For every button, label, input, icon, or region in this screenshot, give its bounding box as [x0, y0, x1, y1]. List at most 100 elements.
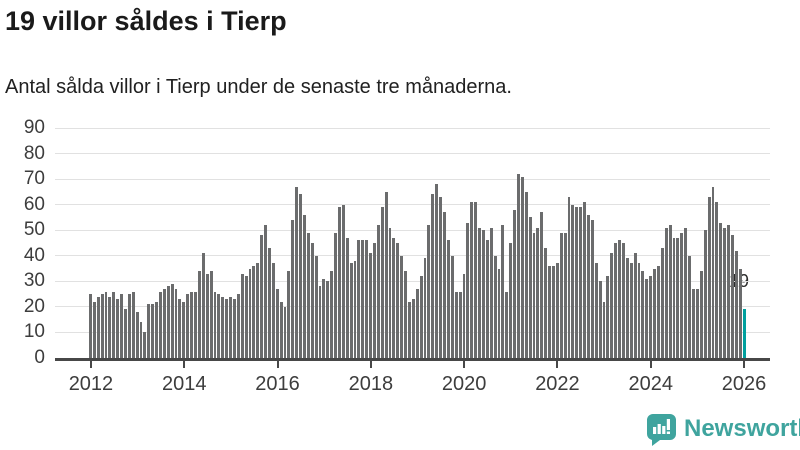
bar — [730, 235, 734, 358]
gridline-40 — [55, 255, 770, 257]
x-axis-tick — [556, 361, 559, 368]
bar — [516, 174, 520, 358]
bar — [108, 296, 112, 358]
bar — [295, 186, 299, 358]
bar — [240, 273, 244, 358]
bar — [435, 184, 439, 358]
page-title: 19 villor såldes i Tierp — [5, 6, 287, 36]
bar — [458, 291, 462, 358]
bar — [392, 237, 396, 358]
gridline-50 — [55, 229, 770, 231]
bar — [217, 294, 221, 358]
bar — [373, 243, 376, 358]
y-axis-label: 60 — [23, 193, 45, 215]
bar — [155, 301, 159, 358]
bar — [361, 240, 365, 358]
x-axis-label: 2014 — [161, 373, 207, 395]
bar — [369, 253, 373, 358]
bar — [493, 255, 497, 358]
y-axis-label: 50 — [23, 219, 45, 241]
bar — [645, 278, 649, 358]
bar — [357, 240, 361, 358]
gridline-30 — [55, 280, 770, 282]
bar — [676, 237, 680, 358]
bar — [528, 217, 532, 358]
bar — [602, 301, 606, 358]
y-axis-label: 0 — [34, 347, 45, 368]
bar — [715, 202, 719, 358]
bar — [489, 227, 493, 358]
gridline-60 — [55, 204, 770, 206]
x-axis-label: 2022 — [535, 373, 580, 395]
bar — [727, 225, 730, 358]
bar — [330, 271, 334, 358]
bar — [680, 232, 684, 358]
gridline-70 — [55, 178, 770, 180]
bar — [633, 253, 637, 358]
bar — [544, 248, 548, 358]
bar — [532, 232, 536, 358]
bar — [637, 263, 641, 358]
bar — [703, 230, 707, 358]
bar — [649, 276, 653, 358]
bar — [400, 255, 404, 358]
bar — [326, 281, 330, 358]
bar — [127, 294, 131, 358]
bar — [194, 291, 197, 358]
x-axis-tick — [463, 361, 466, 368]
bar — [738, 268, 742, 358]
bar — [513, 209, 516, 358]
bar — [481, 230, 485, 358]
bar — [707, 197, 711, 358]
bar — [505, 291, 509, 358]
bar — [232, 299, 236, 358]
bar — [446, 240, 450, 358]
bar — [205, 273, 209, 358]
x-axis-tick — [743, 361, 746, 368]
x-axis-tick — [276, 361, 279, 368]
bar — [120, 294, 124, 358]
x-axis-tick — [649, 361, 652, 368]
bar — [692, 289, 695, 358]
y-axis-label: 90 — [23, 117, 45, 138]
bar — [131, 291, 135, 358]
bar — [540, 212, 544, 358]
bar — [485, 240, 489, 358]
bar — [474, 202, 478, 358]
bar — [135, 312, 139, 358]
x-axis-label: 2026 — [721, 373, 767, 395]
bar — [124, 309, 127, 358]
bar — [415, 289, 419, 358]
bar — [159, 291, 162, 358]
bar — [310, 243, 314, 358]
bar — [423, 258, 427, 358]
bar — [186, 294, 190, 358]
bar — [501, 225, 505, 358]
bar — [478, 227, 481, 358]
bar — [660, 248, 664, 358]
bar — [275, 289, 279, 358]
y-axis-label: 20 — [23, 295, 45, 317]
x-axis-label: 2018 — [348, 373, 394, 395]
bar — [209, 271, 213, 358]
newsworthy-logo[interactable]: Newsworthy — [646, 412, 800, 446]
bar — [594, 263, 598, 358]
x-axis-tick — [183, 361, 186, 368]
bar — [147, 304, 151, 358]
x-axis-line — [55, 358, 770, 361]
x-axis-tick — [369, 361, 372, 368]
bar — [439, 197, 443, 358]
bar — [555, 263, 559, 358]
bar — [575, 207, 579, 358]
bar — [229, 296, 232, 358]
bar — [579, 207, 583, 358]
chart-subtitle: Antal sålda villor i Tierp under de sena… — [5, 76, 512, 98]
bar — [260, 235, 264, 358]
bar — [695, 289, 699, 358]
bar — [322, 278, 326, 358]
bar — [314, 255, 318, 358]
bar — [116, 299, 120, 358]
bar — [431, 194, 435, 358]
bar — [618, 240, 622, 358]
